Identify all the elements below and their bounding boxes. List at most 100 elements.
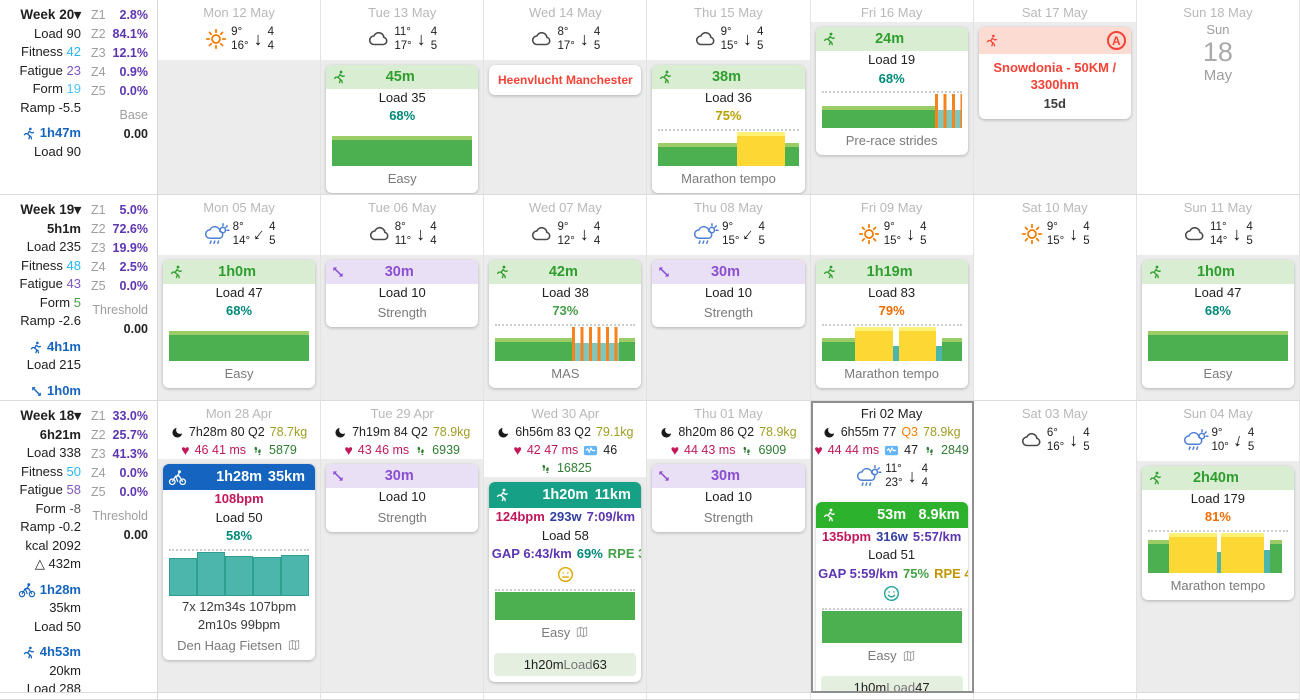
activity-metrics-line: 58%: [163, 527, 315, 546]
wellness-value: Q3: [901, 425, 919, 439]
wellness-value: 6h55m 77: [840, 425, 897, 439]
metric-value: 69%: [576, 546, 603, 561]
strength-icon: [331, 265, 345, 279]
day-cell[interactable]: Sat 03 May 6° 16° ↓ 4 5: [973, 401, 1137, 693]
day-date: Thu 08 May: [694, 200, 763, 215]
workout-type-label: Strength: [652, 507, 804, 532]
day-cell[interactable]: Sun 18 May Sun 18 May: [1136, 0, 1300, 195]
load-line: Load 36: [652, 89, 804, 108]
day-cell[interactable]: Tue 06 May 8° 11° ↓ 4 4 30m Load 10 Strength: [321, 195, 485, 401]
zone-mode-value: 0.00: [123, 528, 148, 542]
week-stat-line: Fatigue 43: [0, 275, 81, 294]
day-cell[interactable]: Thu 08 May 9° 15° ↓ 4 5 30m Load 10 Strength: [647, 195, 811, 401]
completed-activity-card[interactable]: 53m 8.9km 135bpm 316w 5:57/km Load 51 GAP 5:59…: [815, 501, 968, 693]
planned-workout-card[interactable]: 38m Load 36 75% Marathon tempo: [652, 64, 805, 193]
planned-card-header: 45m: [326, 64, 479, 89]
note-card[interactable]: Heenvlucht Manchester: [489, 64, 642, 95]
day-cell[interactable]: Wed 30 Apr 6h56m 83 Q2 79.1kg ♥ 42 47 ms 46 16…: [484, 401, 648, 693]
strength-icon: [30, 385, 43, 398]
weather-rainsun-icon: [855, 463, 882, 490]
week-stat-line: Fitness 50: [0, 463, 81, 482]
zone-name: Z2: [91, 222, 106, 236]
planned-workout-card[interactable]: 1h0m Load 47 68% Easy: [163, 259, 316, 388]
planned-workout-card[interactable]: 30m Load 10 Strength: [652, 464, 805, 532]
profile-bar-segment: [784, 143, 799, 166]
zone-percent: 0.9%: [119, 65, 149, 79]
map-icon: [575, 625, 589, 639]
activity-name-label: Den Haag Fietsen: [163, 635, 315, 660]
week-label-dropdown[interactable]: Week 20▾: [0, 6, 81, 25]
metric-value: 58%: [226, 528, 253, 543]
profile-bar-segment: [618, 338, 636, 361]
planned-workout-card[interactable]: 1h19m Load 83 79% Marathon tempo: [815, 259, 968, 388]
metric-value: Load 58: [541, 527, 589, 543]
temp-low: 15°: [1046, 235, 1065, 248]
zone-line: Z2 84.1%: [91, 25, 148, 44]
day-cell[interactable]: Sat 17 May A Snowdonia - 50KM / 3300hm 15d: [973, 0, 1137, 195]
planned-vs-actual-footer: 1h0mLoad47: [820, 676, 963, 693]
zone-percent: 0.0%: [119, 279, 149, 293]
workout-type-label: Pre-race strides: [816, 130, 968, 155]
planned-workout-card[interactable]: 2h40m Load 179 81% Marathon tempo: [1141, 465, 1294, 600]
day-cell[interactable]: Wed 07 May 9° 12° ↓ 4 4 42m Load 38 73% MAS: [484, 195, 648, 401]
workout-profile-chart: [169, 324, 310, 361]
profile-bars: [821, 611, 962, 644]
sport-stat-line: Load 215: [26, 357, 81, 372]
completed-activity-card[interactable]: 1h20m 11km 124bpm 293w 7:09/km Load 58 GAP 6:4…: [489, 482, 642, 682]
activity-metrics-line: GAP 6:43/km 69% RPE 3: [489, 545, 642, 564]
day-cell[interactable]: Mon 12 May 9° 16° ↓ 4 4: [158, 0, 322, 195]
day-cell[interactable]: Fri 02 May 6h55m 77 Q3 78.9kg ♥ 44 44 ms 47 284…: [810, 401, 974, 693]
sport-stat-line: Load 50: [34, 618, 81, 634]
week-label-dropdown[interactable]: Week 19▾: [0, 201, 81, 220]
ride-icon: [168, 468, 215, 487]
workout-type-label: Easy: [326, 168, 478, 193]
profile-bars: [1147, 325, 1288, 361]
planned-workout-card[interactable]: 30m Load 10 Strength: [652, 259, 805, 328]
day-date: Mon 28 Apr: [205, 406, 273, 421]
planned-workout-card[interactable]: 45m Load 35 68% Easy: [326, 64, 479, 193]
planned-workout-card[interactable]: 1h0m Load 47 68% Easy: [1141, 259, 1294, 388]
activity-distance: 35km: [267, 469, 305, 485]
wellness-line: ♥ 42 47 ms 46: [484, 441, 646, 459]
planned-workout-card[interactable]: 30m Load 10 Strength: [326, 259, 479, 328]
race-card[interactable]: A Snowdonia - 50KM / 3300hm 15d: [978, 27, 1131, 119]
weather-summary: 6° 16° ↓ 4 5: [974, 423, 1136, 461]
wellness-line: ♥ 46 41 ms 5879: [158, 441, 320, 459]
completed-activity-card[interactable]: 1h28m 35km 108bpm Load 50 58% 7x 12m34s 107bp…: [163, 464, 316, 660]
day-cell[interactable]: Fri 16 May 24m Load 19 68% Pre-race strides: [810, 0, 974, 195]
week-label-dropdown[interactable]: Week 18▾: [0, 407, 81, 426]
day-cell[interactable]: Sun 04 May 9° 10° ↓ 4 5 2h40m Load 179 81% Marath…: [1136, 401, 1300, 693]
metric-value: 1h0m: [853, 680, 887, 693]
zone-percent: 25.7%: [112, 428, 148, 442]
profile-bars: [169, 325, 310, 361]
weather-summary: 9° 15° ↓ 4 5: [647, 217, 809, 255]
temp-high: 9°: [883, 221, 895, 233]
day-cell[interactable]: Fri 09 May 9° 15° ↓ 4 5 1h19m Load 83 79% Maratho…: [810, 195, 974, 401]
intensity-percent: 68%: [226, 303, 253, 319]
day-cell[interactable]: Tue 13 May 11° 17° ↓ 4 5 45m Load 35 68% Easy: [321, 0, 485, 195]
workout-type-text: Strength: [703, 509, 754, 525]
day-cell[interactable]: Wed 14 May 8° 17° ↓ 4 5 Heenvlucht Manchester: [484, 0, 648, 195]
week-label-text: Week 20: [20, 7, 75, 22]
load-value: Load 10: [704, 284, 752, 300]
day-cell[interactable]: Thu 01 May 8h20m 86 Q2 78.9kg ♥ 44 43 ms 6909…: [647, 401, 811, 693]
day-header: Wed 07 May 9° 12° ↓ 4 4: [484, 195, 647, 255]
wind-direction-arrow: ↓: [907, 466, 917, 487]
run-icon: [821, 31, 837, 47]
planned-workout-card[interactable]: 24m Load 19 68% Pre-race strides: [815, 27, 968, 155]
workout-type-text: Marathon tempo: [844, 365, 939, 381]
day-cell[interactable]: Tue 29 Apr 7h19m 84 Q2 78.9kg ♥ 43 46 ms 6939…: [321, 401, 485, 693]
day-cell[interactable]: Thu 15 May 9° 15° ↓ 4 5 38m Load 36 75% Marathon …: [647, 0, 811, 195]
race-countdown: 15d: [1043, 96, 1066, 111]
day-header: Mon 05 May 8° 14° ↓ 4 5: [158, 195, 321, 255]
week-label-text: Week 19: [20, 202, 75, 217]
day-cell[interactable]: Mon 28 Apr 7h28m 80 Q2 78.7kg ♥ 46 41 ms 5879…: [158, 401, 322, 693]
day-cell[interactable]: Sun 11 May 11° 14° ↓ 4 5 1h0m Load 47 68% Easy: [1136, 195, 1300, 401]
day-cell[interactable]: Mon 05 May 8° 14° ↓ 4 5 1h0m Load 47 68% Easy: [158, 195, 322, 401]
week-sport-summary: 4h53m 20km Load 288: [0, 643, 81, 692]
planned-workout-card[interactable]: 42m Load 38 73% MAS: [489, 259, 642, 388]
placeholder-month: May: [1203, 67, 1233, 84]
metric-value: GAP 6:43/km: [491, 546, 572, 561]
planned-workout-card[interactable]: 30m Load 10 Strength: [326, 464, 479, 532]
day-cell[interactable]: Sat 10 May 9° 15° ↓ 4 5: [973, 195, 1137, 401]
